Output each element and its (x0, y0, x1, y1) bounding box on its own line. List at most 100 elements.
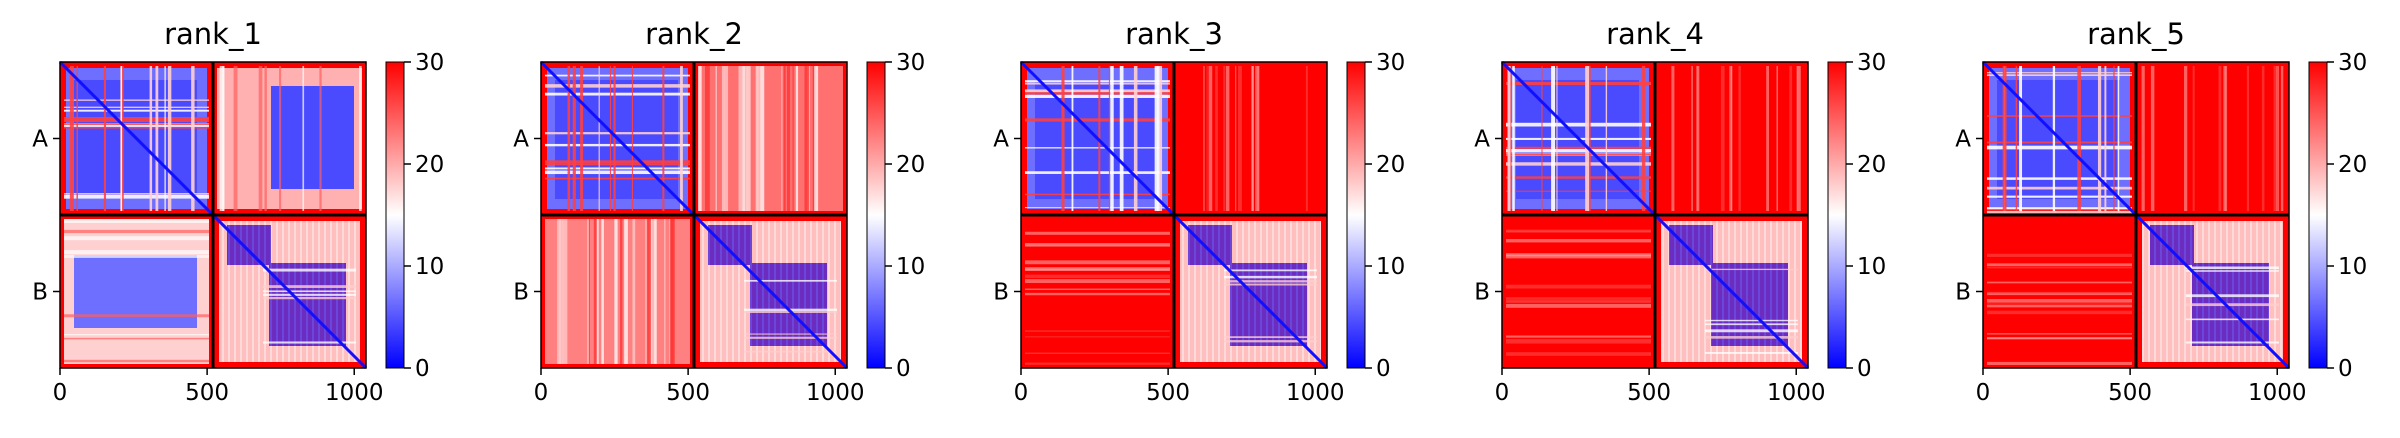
pae-stripe (64, 314, 209, 318)
colorbar (1346, 61, 1366, 369)
pae-stripe (2097, 66, 2102, 211)
pae-stripe (2113, 66, 2115, 211)
pae-stripe (2218, 66, 2222, 211)
pae-stripe (1506, 190, 1651, 192)
pae-stripe (1506, 254, 1651, 259)
x-tick-label: 1000 (806, 380, 865, 406)
colorbar-tick-label: 0 (415, 356, 430, 382)
block-AB-patch (271, 86, 354, 189)
pae-stripe (1987, 299, 2132, 303)
pae-stripe (1157, 66, 1160, 211)
pae-stripe (742, 66, 746, 211)
pae-stripe (1506, 162, 1651, 166)
colorbar-tick-label: 20 (1857, 152, 1886, 178)
pae-stripe (1705, 336, 1798, 339)
pae-stripe (1506, 299, 1651, 303)
colorbar (1827, 61, 1847, 369)
x-tick-label: 500 (1146, 380, 1190, 406)
x-tick-label: 0 (53, 380, 68, 406)
pae-stripe (567, 66, 571, 211)
pae-stripe (545, 160, 690, 164)
pae-stripe (219, 66, 222, 211)
colorbar (866, 61, 886, 369)
panel-title: rank_1 (164, 17, 262, 51)
colorbar-tick-label: 0 (1376, 356, 1391, 382)
pae-stripe (1025, 243, 1170, 247)
pae-stripe (1203, 66, 1205, 211)
pae-stripe (1556, 66, 1558, 211)
pae-stripe (1061, 66, 1065, 211)
pae-stripe (2186, 341, 2279, 344)
pae-stripe (601, 219, 604, 364)
y-tick-label: A (1474, 127, 1490, 153)
pae-stripe (64, 106, 209, 108)
pae-stripe (645, 219, 648, 364)
pae-stripe (1025, 362, 1170, 365)
pae-stripe (786, 66, 791, 211)
pae-stripe (1110, 66, 1114, 211)
colorbar-tick-label: 20 (415, 152, 444, 178)
pae-stripe (1506, 284, 1651, 289)
pae-stripe (557, 219, 562, 364)
pae-stripe (263, 268, 356, 272)
pae-stripe (1025, 352, 1170, 355)
pae-panel-5: rank_5 0 500 1000 A B 0 10 20 30 (1955, 17, 2367, 406)
pae-stripe (64, 193, 209, 195)
pae-stripe (715, 66, 718, 211)
pae-stripe (545, 132, 690, 135)
pae-panel-2: rank_2 0 500 1000 A B 0 10 20 30 (513, 17, 925, 406)
pae-stripe (1224, 275, 1317, 279)
pae-stripe (64, 119, 209, 123)
pae-stripe (64, 123, 209, 127)
pae-stripe (1691, 66, 1693, 211)
pae-stripe (1506, 340, 1651, 344)
pae-stripe (1506, 122, 1651, 127)
pae-stripe (1506, 238, 1651, 243)
pae-stripe (264, 66, 267, 211)
colorbar-tick-label: 20 (1376, 152, 1405, 178)
pae-stripe (1696, 66, 1700, 211)
colorbar-tick-label: 20 (896, 152, 925, 178)
pae-stripe (1987, 263, 2132, 267)
pae-stripe (614, 219, 618, 364)
colorbar (385, 61, 405, 369)
y-tick-label: A (993, 127, 1009, 153)
pae-stripe (1255, 66, 1260, 211)
pae-stripe (64, 194, 209, 199)
pae-stripe (1025, 288, 1170, 291)
pae-stripe (64, 334, 209, 336)
pae-stripe (69, 66, 74, 211)
y-tick-label: A (513, 127, 529, 153)
pae-stripe (2223, 66, 2225, 211)
y-tick-label: B (1955, 280, 1971, 306)
pae-stripe (191, 66, 195, 211)
pae-stripe (1738, 66, 1741, 211)
colorbar-tick-label: 0 (1857, 356, 1872, 382)
pae-stripe (598, 66, 600, 211)
pae-stripe (744, 350, 837, 353)
pae-stripe (1506, 301, 1651, 303)
pae-stripe (1987, 291, 2132, 295)
block-AB (698, 66, 843, 211)
pae-stripe (263, 296, 356, 300)
pae-stripe (744, 336, 837, 339)
pae-panel-3: rank_3 0 500 1000 A B 0 10 20 30 (993, 17, 1405, 406)
x-tick-label: 1000 (1286, 380, 1345, 406)
pae-stripe (1025, 292, 1170, 296)
pae-stripe (1987, 333, 2132, 335)
pae-stripe (263, 341, 356, 344)
pae-stripe (814, 66, 819, 211)
pae-stripe (1158, 66, 1163, 211)
pae-stripe (1987, 281, 2132, 284)
pae-stripe (663, 66, 665, 211)
pae-stripe (279, 66, 282, 211)
pae-stripe (558, 219, 564, 364)
pae-stripe (792, 66, 794, 211)
pae-stripe (1641, 66, 1646, 211)
pae-stripe (804, 66, 809, 211)
pae-stripe (167, 66, 172, 211)
pae-stripe (64, 127, 209, 129)
pae-stripe (620, 219, 623, 364)
pae-stripe (1987, 310, 2132, 315)
